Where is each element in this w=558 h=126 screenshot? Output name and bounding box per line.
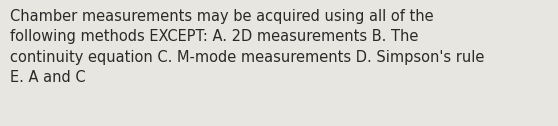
Text: Chamber measurements may be acquired using all of the
following methods EXCEPT: : Chamber measurements may be acquired usi…: [10, 9, 484, 85]
